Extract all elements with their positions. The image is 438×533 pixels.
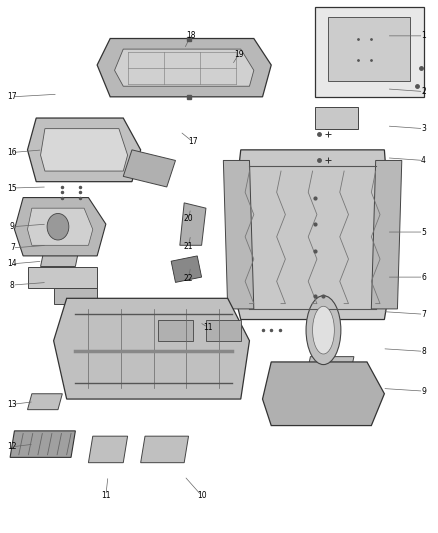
Text: 9: 9 <box>10 222 15 231</box>
Polygon shape <box>315 108 358 128</box>
Text: 22: 22 <box>184 273 193 282</box>
Polygon shape <box>53 298 250 399</box>
Polygon shape <box>28 394 62 410</box>
Polygon shape <box>115 49 254 86</box>
Polygon shape <box>206 319 241 341</box>
Text: 18: 18 <box>186 31 195 41</box>
Polygon shape <box>141 436 188 463</box>
Polygon shape <box>371 160 402 309</box>
Ellipse shape <box>306 296 341 365</box>
Text: 7: 7 <box>10 244 15 253</box>
Polygon shape <box>306 357 354 378</box>
Text: 2: 2 <box>421 87 426 96</box>
Text: 15: 15 <box>7 183 17 192</box>
Text: 10: 10 <box>197 491 206 500</box>
Text: 11: 11 <box>101 491 110 500</box>
Text: 21: 21 <box>184 242 193 251</box>
Polygon shape <box>41 245 80 266</box>
Polygon shape <box>180 203 206 245</box>
Polygon shape <box>53 288 97 304</box>
Text: 14: 14 <box>7 260 17 268</box>
Text: 8: 8 <box>421 347 426 356</box>
Text: 16: 16 <box>7 148 17 157</box>
Text: 4: 4 <box>421 156 426 165</box>
Polygon shape <box>328 17 410 81</box>
Polygon shape <box>97 38 271 97</box>
Text: 7: 7 <box>421 310 426 319</box>
Text: 1: 1 <box>421 31 426 41</box>
Polygon shape <box>262 362 385 425</box>
Text: 6: 6 <box>421 272 426 281</box>
Polygon shape <box>10 431 75 457</box>
Text: 5: 5 <box>421 228 426 237</box>
Polygon shape <box>28 266 97 288</box>
Text: 13: 13 <box>7 400 17 409</box>
Circle shape <box>47 214 69 240</box>
Text: 8: 8 <box>10 280 14 289</box>
Ellipse shape <box>313 306 334 354</box>
Polygon shape <box>228 150 393 319</box>
Polygon shape <box>171 256 201 282</box>
Text: 17: 17 <box>188 138 198 147</box>
Polygon shape <box>28 118 141 182</box>
Text: 20: 20 <box>184 214 193 223</box>
Polygon shape <box>123 150 176 187</box>
Polygon shape <box>223 160 254 309</box>
Text: 9: 9 <box>421 386 426 395</box>
Polygon shape <box>14 198 106 256</box>
Polygon shape <box>88 436 127 463</box>
Polygon shape <box>28 208 93 245</box>
Text: 19: 19 <box>234 50 244 59</box>
Text: 12: 12 <box>7 442 17 451</box>
Text: 11: 11 <box>203 323 213 332</box>
Text: 17: 17 <box>7 92 17 101</box>
Polygon shape <box>41 128 127 171</box>
Text: 3: 3 <box>421 124 426 133</box>
Polygon shape <box>315 7 424 97</box>
Polygon shape <box>158 319 193 341</box>
